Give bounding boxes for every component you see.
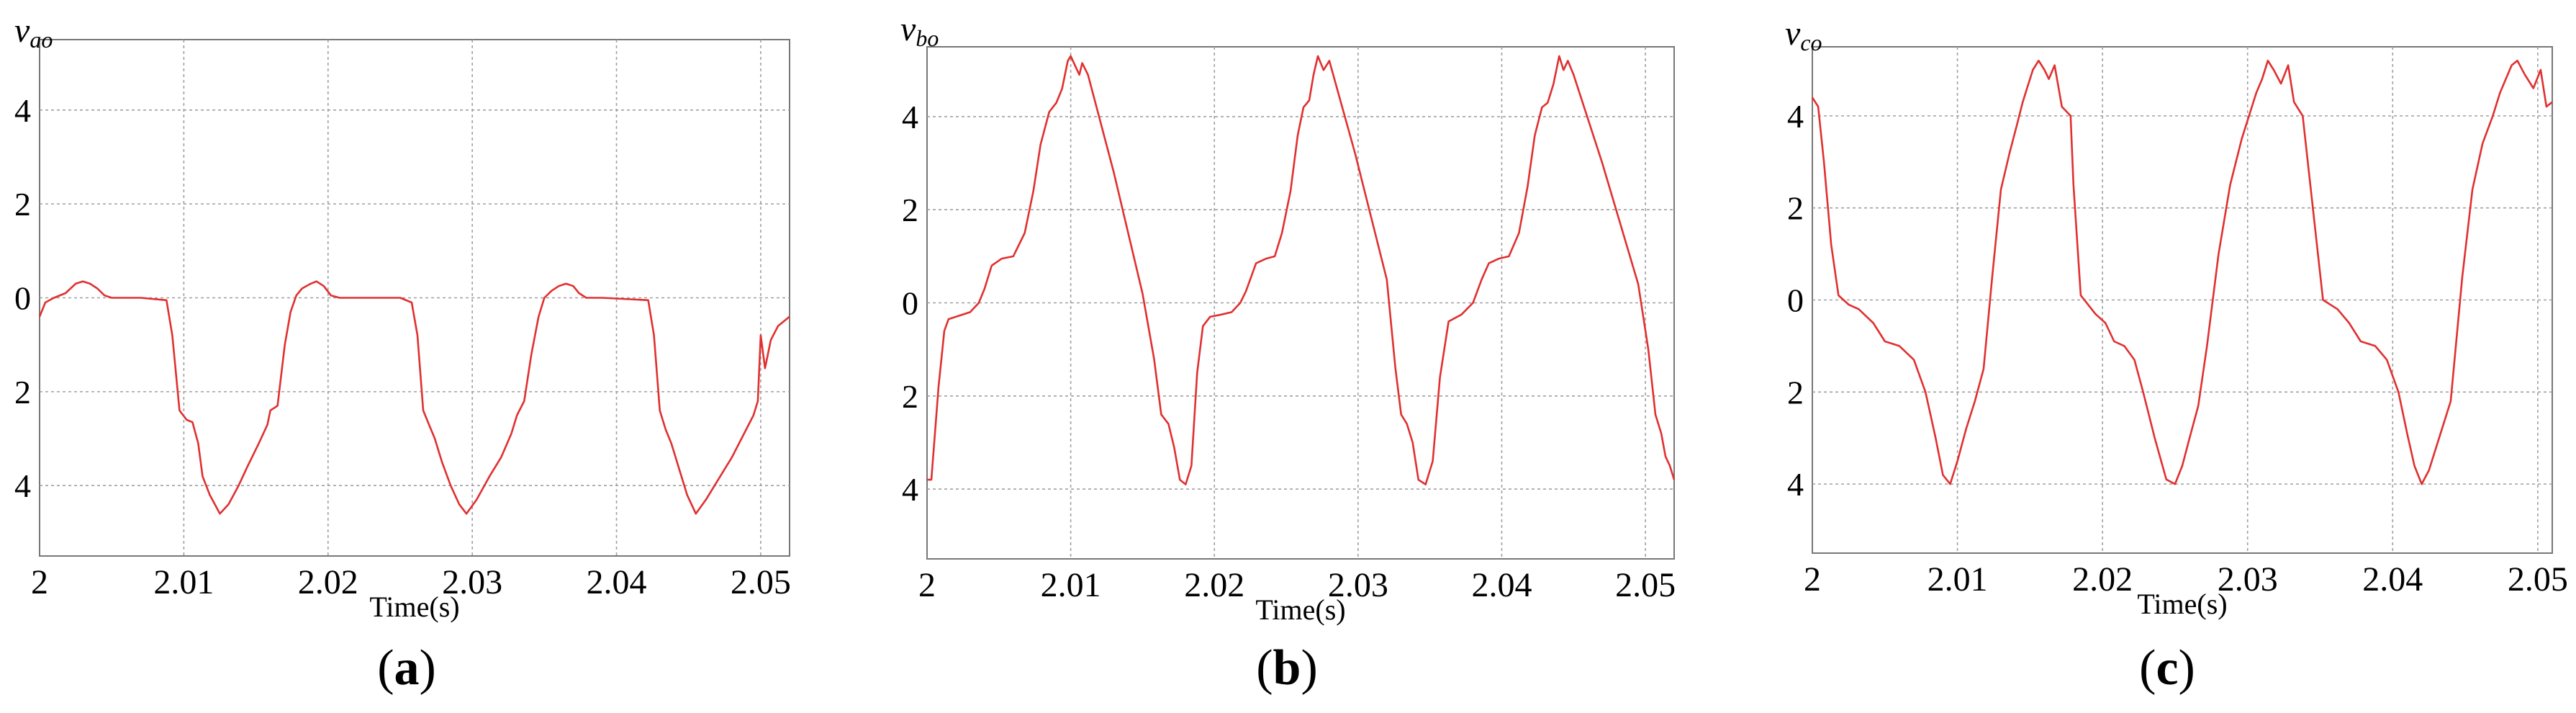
x-tick-label: 2.05 xyxy=(1615,566,1676,604)
series-line xyxy=(1811,59,2553,485)
y-tick-label: 4 xyxy=(1787,466,1804,503)
x-tick-label: 2.04 xyxy=(587,563,647,601)
y-axis-label: vao xyxy=(14,12,53,53)
x-tick-label: 2 xyxy=(1804,560,1821,598)
y-tick-label: 0 xyxy=(902,285,918,322)
y-axis-label-subscript: co xyxy=(1800,30,1822,55)
y-tick-label: 2 xyxy=(14,374,31,411)
chart-svg: 2 2.01 2.02 2.03 2.04 2.05 4 2 0 2 4 vbo Time(s) xyxy=(900,10,1676,626)
x-tick-label: 2.05 xyxy=(2508,560,2568,598)
chart-panel-b: 2 2.01 2.02 2.03 2.04 2.05 4 2 0 2 4 vbo Time(s) (b) xyxy=(859,0,1717,713)
x-tick-label: 2.03 xyxy=(442,563,502,601)
panel-label: (a) xyxy=(377,640,436,696)
x-axis-label: Time(s) xyxy=(369,591,459,623)
panel-label: (b) xyxy=(1256,640,1318,696)
y-tick-label: 2 xyxy=(1787,190,1804,227)
y-tick-label: 2 xyxy=(1787,374,1804,411)
y-axis-label: vco xyxy=(1785,14,1822,55)
x-tick-label: 2 xyxy=(31,563,48,601)
chart-panel-c: 2 2.01 2.02 2.03 2.04 2.05 4 2 0 2 4 vco Time(s) (c) xyxy=(1717,0,2576,713)
x-tick-label: 2.01 xyxy=(1928,560,1988,598)
chart-svg: 2 2.01 2.02 2.03 2.04 2.05 4 2 0 2 4 vao Time(s) xyxy=(14,12,791,623)
x-tick-label: 2.02 xyxy=(1184,566,1244,604)
x-tick-label: 2.01 xyxy=(153,563,214,601)
y-tick-label: 2 xyxy=(14,186,31,223)
chart-panel-a: 2 2.01 2.02 2.03 2.04 2.05 4 2 0 2 4 vao Time(s) (a) xyxy=(0,0,859,713)
x-tick-label: 2.04 xyxy=(2362,560,2423,598)
x-tick-label: 2.03 xyxy=(1328,566,1388,604)
y-tick-label: 4 xyxy=(902,471,918,508)
y-tick-label: 2 xyxy=(902,192,918,228)
x-axis-label: Time(s) xyxy=(2137,588,2227,620)
panel-label-letter: b xyxy=(1273,640,1301,696)
panel-label: (c) xyxy=(2139,640,2195,696)
y-tick-label: 0 xyxy=(1787,282,1804,319)
y-tick-label: 4 xyxy=(14,92,31,129)
x-tick-label: 2.02 xyxy=(2072,560,2133,598)
y-tick-label: 4 xyxy=(14,467,31,504)
y-tick-label: 4 xyxy=(902,99,918,135)
panel-label-letter: c xyxy=(2156,640,2179,696)
x-tick-label: 2 xyxy=(918,566,936,604)
panel-label-letter: a xyxy=(394,640,420,696)
chart-svg: 2 2.01 2.02 2.03 2.04 2.05 4 2 0 2 4 vco Time(s) xyxy=(1785,14,2568,620)
y-tick-label: 4 xyxy=(1787,98,1804,135)
x-tick-label: 2.04 xyxy=(1471,566,1532,604)
series-line xyxy=(927,55,1676,485)
y-tick-label: 0 xyxy=(14,280,31,317)
y-axis-label-subscript: ao xyxy=(30,27,53,53)
y-tick-label: 2 xyxy=(902,378,918,415)
series-line xyxy=(38,280,790,515)
y-axis-label: vbo xyxy=(900,10,939,51)
x-axis-label: Time(s) xyxy=(1255,593,1345,626)
x-tick-label: 2.05 xyxy=(731,563,791,601)
y-axis-label-subscript: bo xyxy=(916,25,939,51)
x-tick-label: 2.03 xyxy=(2218,560,2278,598)
x-tick-label: 2.02 xyxy=(298,563,358,601)
x-tick-label: 2.01 xyxy=(1041,566,1101,604)
